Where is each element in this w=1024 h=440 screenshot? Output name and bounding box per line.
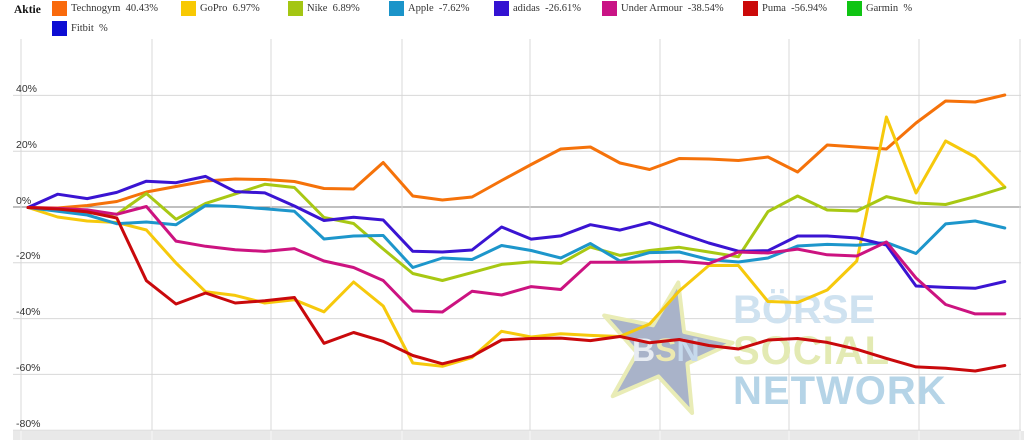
svg-text:NETWORK: NETWORK — [733, 369, 947, 413]
svg-text:BSN: BSN — [632, 332, 700, 368]
svg-text:BÖRSE: BÖRSE — [733, 287, 875, 332]
